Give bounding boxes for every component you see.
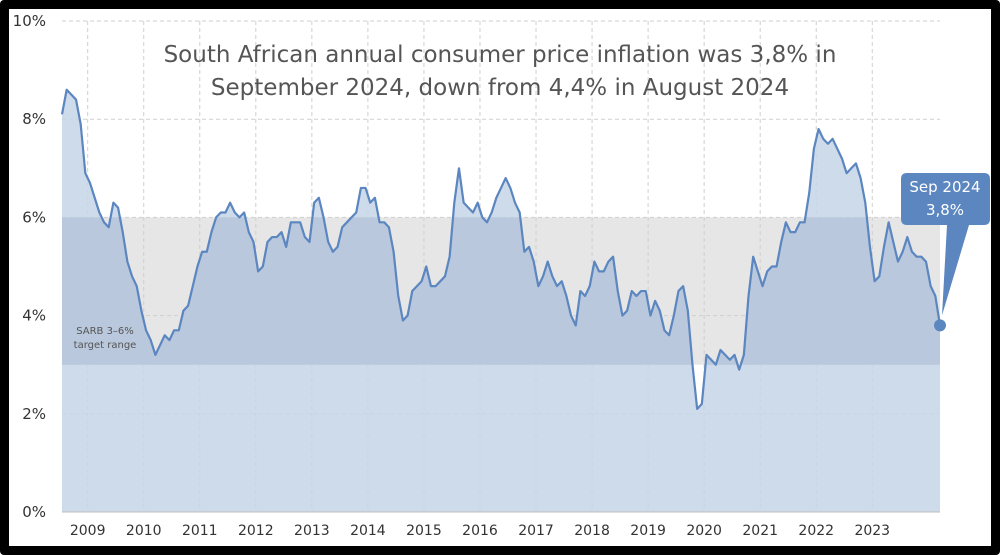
inflation-series [60, 88, 942, 513]
y-tick-label: 6% [22, 208, 46, 226]
callout-date: Sep 2024 [909, 178, 980, 196]
axes: 2009 2010 2011 2012 2013 2014 2015 2016 2017 2018… [13, 12, 940, 539]
x-tick-label: 2011 [182, 523, 218, 539]
y-tick-label: 8% [22, 110, 46, 128]
latest-value-callout: Sep 2024 3,8% [901, 173, 990, 332]
x-tick-label: 2009 [70, 523, 106, 539]
target-band-label-line-2: target range [74, 340, 137, 351]
chart-title-line-2: September 2024, down from 4,4% in August… [211, 75, 789, 101]
x-tick-label: 2020 [686, 523, 722, 539]
x-tick-label: 2014 [350, 523, 386, 539]
y-tick-label: 0% [22, 503, 46, 521]
x-tick-label: 2022 [798, 523, 834, 539]
x-tick-label: 2018 [574, 523, 610, 539]
x-tick-label: 2019 [630, 523, 666, 539]
y-tick-label: 2% [22, 405, 46, 423]
chart-title: South African annual consumer price infl… [164, 42, 837, 101]
x-tick-label: 2012 [238, 523, 274, 539]
x-tick-label: 2017 [518, 523, 554, 539]
y-tick-label: 4% [22, 307, 46, 325]
x-tick-label: 2021 [742, 523, 778, 539]
x-tick-label: 2023 [854, 523, 890, 539]
latest-point-marker [934, 319, 946, 332]
chart-title-line-1: South African annual consumer price infl… [164, 42, 837, 68]
callout-value: 3,8% [926, 201, 964, 219]
target-band-label: SARB 3–6% target range [74, 326, 137, 351]
target-band-label-line-1: SARB 3–6% [76, 326, 134, 337]
inflation-area-band-overlap [62, 217, 940, 365]
x-tick-label: 2015 [406, 523, 442, 539]
x-tick-label: 2016 [462, 523, 498, 539]
x-tick-label: 2010 [126, 523, 162, 539]
x-tick-label: 2013 [294, 523, 330, 539]
callout-bubble [901, 173, 990, 316]
inflation-line [60, 88, 942, 410]
y-tick-label: 10% [13, 12, 46, 30]
